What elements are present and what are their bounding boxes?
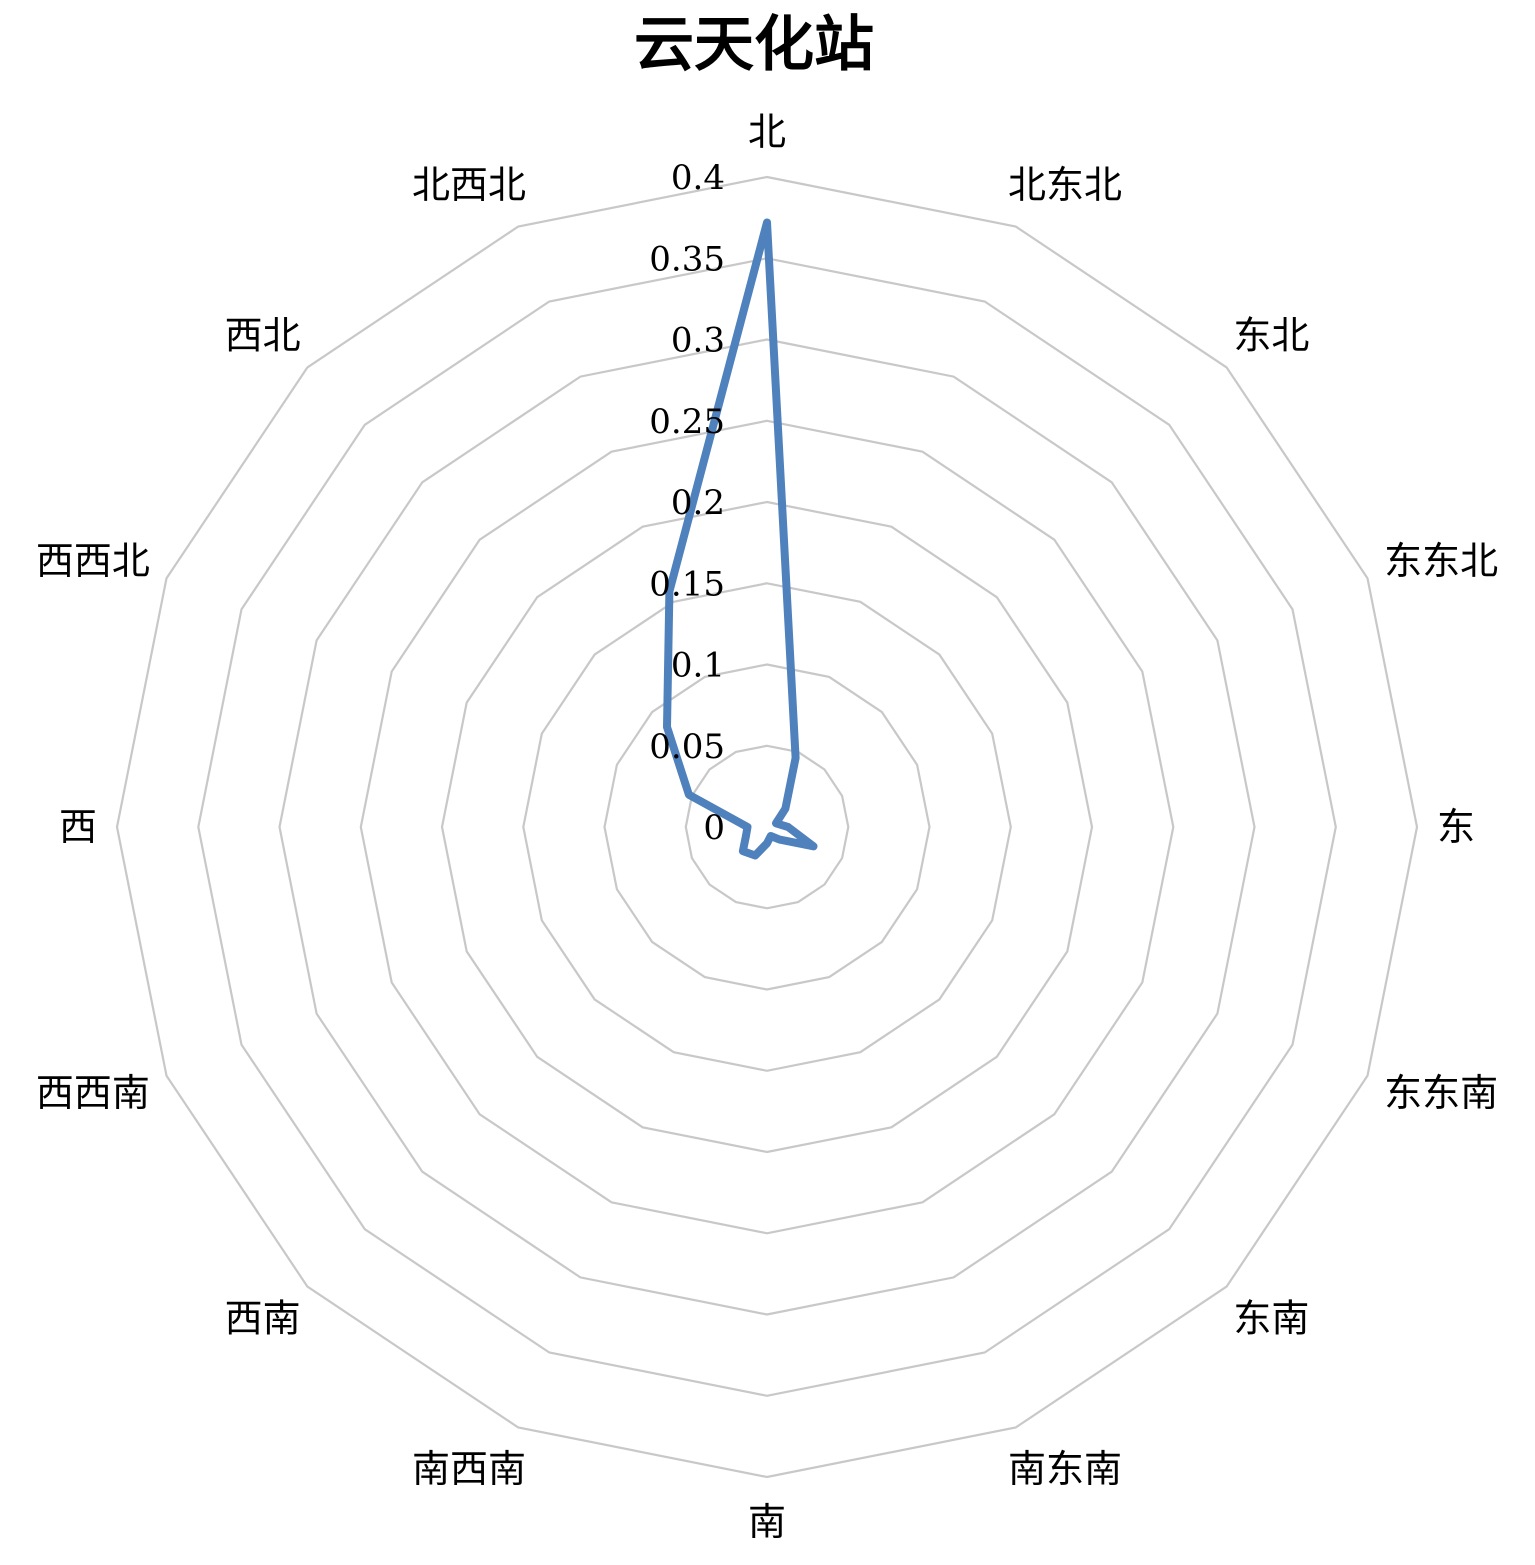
data-point [763,839,771,847]
grid-ring [522,582,1012,1072]
data-point [665,587,673,595]
grid-ring [197,257,1337,1397]
category-label: 南西南 [412,1447,526,1491]
grid-ring [278,338,1256,1316]
data-point [784,823,792,831]
category-label: 东 [1437,805,1475,849]
radial-tick-label: 0 [703,808,725,848]
category-label: 东东北 [1384,539,1498,583]
chart-title: 云天化站 [634,10,874,80]
category-label: 西西南 [36,1071,150,1115]
category-label: 西南 [225,1296,301,1340]
category-label: 西 [59,805,97,849]
category-label: 南东南 [1008,1447,1122,1491]
data-point [772,819,780,827]
data-point [763,219,771,226]
radial-tick-label: 0.25 [649,402,725,442]
category-label: 东南 [1233,1296,1309,1340]
radial-tick-label: 0.2 [671,483,725,523]
data-point [776,836,784,844]
category-label: 东东南 [1384,1071,1498,1115]
radial-tick-label: 0.1 [671,646,725,686]
radial-tick-label: 0.05 [649,727,725,767]
data-point [663,723,671,731]
grid-ring [684,744,850,910]
data-point [739,847,747,855]
data-point [810,842,817,850]
grid-ring [359,419,1175,1235]
grid-ring [603,663,931,991]
grid-ring [440,500,1094,1154]
category-label: 北东北 [1008,163,1122,207]
radar-grid [115,175,1419,1479]
radial-tick-label: 0.15 [649,564,725,604]
data-point [751,852,759,859]
data-point [742,832,750,840]
radial-tick-label: 0.3 [671,321,725,361]
category-label: 北西北 [412,163,526,207]
data-point [781,805,789,813]
category-label: 西西北 [36,539,150,583]
category-label: 北 [748,110,786,154]
data-point [744,823,751,831]
series-layer [663,218,818,860]
radial-tick-labels: 0 0.05 0.1 0.15 0.2 0.25 0.3 0.35 0.4 [649,158,725,848]
radial-tick-label: 0.4 [671,158,725,198]
category-label: 东北 [1233,314,1309,358]
category-label: 南 [748,1500,786,1544]
data-point [767,832,775,840]
data-point [792,754,800,762]
radial-tick-label: 0.35 [649,239,725,279]
data-point [685,791,693,799]
grid-ring [115,175,1419,1479]
category-label: 西北 [225,314,301,358]
